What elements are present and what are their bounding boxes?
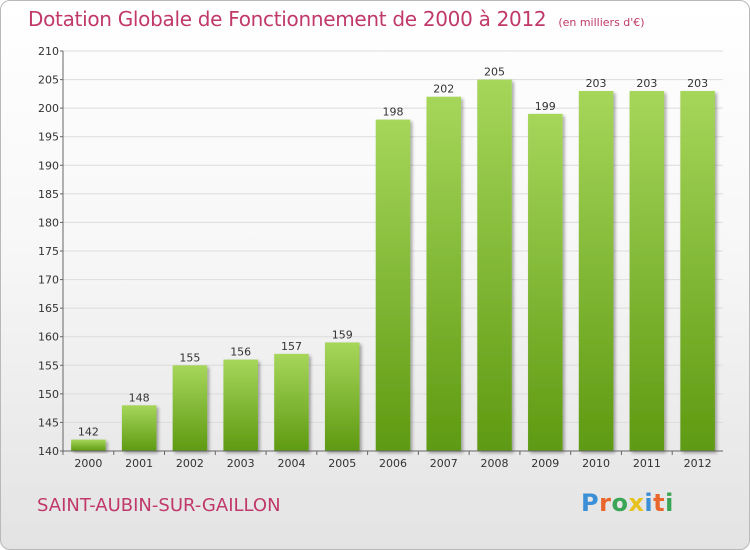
x-tick-label-2012: 2012 [684,457,712,470]
bar-2003 [223,359,258,451]
bar-2009 [528,113,563,451]
y-tick-label: 165 [38,302,59,315]
value-label-2009: 199 [535,100,556,113]
y-tick-label: 205 [38,74,59,87]
proxiti-logo: Proxiti [581,489,674,517]
value-label-2001: 148 [129,391,150,404]
logo-letter: P [581,489,600,517]
commune-name: SAINT-AUBIN-SUR-GAILLON [37,495,281,516]
y-tick-label: 140 [38,445,59,458]
bar-2006 [375,119,411,452]
bar-2008 [477,79,512,452]
value-label-2010: 203 [586,77,607,90]
chart-title-text: Dotation Globale de Fonctionnement de 20… [28,7,547,31]
bar-2011 [629,91,665,451]
y-tick-label: 170 [38,274,59,287]
bar-2012 [680,91,715,451]
value-label-2004: 157 [281,340,302,353]
y-tick-label: 190 [38,159,59,172]
logo-letter: i [644,489,654,517]
x-tick-label-2004: 2004 [277,457,305,470]
value-label-2008: 205 [484,66,505,79]
bar-2001 [121,405,157,451]
value-label-2005: 159 [332,328,353,341]
logo-letter: r [599,489,612,517]
y-tick-label: 155 [38,359,59,372]
y-tick-label: 210 [38,45,59,58]
y-tick-label: 200 [38,102,59,115]
bar-2000 [71,439,106,451]
value-label-2003: 156 [230,346,251,359]
x-tick-label-2005: 2005 [328,457,356,470]
x-tick-label-2010: 2010 [582,457,610,470]
logo-letter: i [665,489,674,517]
bar-2010 [578,91,614,451]
logo-letter: x [628,489,645,517]
chart-title: Dotation Globale de Fonctionnement de 20… [28,7,645,31]
x-tick-label-2006: 2006 [379,457,407,470]
y-tick-label: 180 [38,216,59,229]
bars [71,79,715,452]
value-labels: 142 148 155 156 157 159 198 202 205 199 203 203 203 [78,66,708,439]
x-tick-label-2009: 2009 [531,457,559,470]
value-label-2007: 202 [433,83,454,96]
y-tick-label: 195 [38,131,59,144]
chart-subtitle: (en milliers d'€) [558,16,645,29]
value-label-2002: 155 [179,351,200,364]
y-tick-label: 185 [38,188,59,201]
axes: 1401451501551601651701751801851901952002… [38,45,723,470]
x-tick-label-2001: 2001 [125,457,153,470]
bar-2007 [426,96,462,451]
bar-2004 [274,353,309,451]
x-tick-label-2008: 2008 [481,457,509,470]
y-tick-label: 160 [38,331,59,344]
value-label-2000: 142 [78,426,99,439]
value-label-2006: 198 [383,106,404,119]
x-tick-label-2011: 2011 [633,457,661,470]
x-tick-label-2003: 2003 [227,457,255,470]
y-tick-label: 145 [38,416,59,429]
y-tick-label: 150 [38,388,59,401]
bar-2005 [324,342,360,451]
bar-2002 [172,365,208,451]
logo-letter: o [611,489,629,517]
x-tick-label-2007: 2007 [430,457,458,470]
logo-letter: t [653,489,666,517]
x-tick-label-2002: 2002 [176,457,204,470]
value-label-2012: 203 [687,77,708,90]
x-tick-label-2000: 2000 [74,457,102,470]
value-label-2011: 203 [636,77,657,90]
y-tick-label: 175 [38,245,59,258]
